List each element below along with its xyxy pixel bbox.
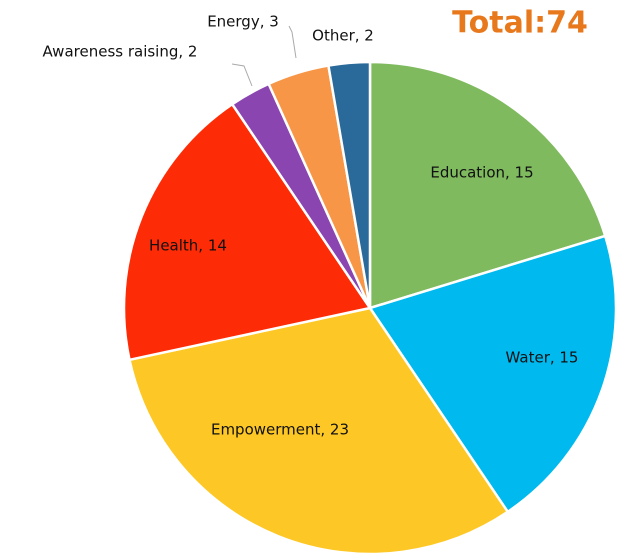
data-label: Other, 2 <box>312 27 374 45</box>
labels: Education, 15 Water, 15 Empowerment, 23 Hea… <box>43 13 579 439</box>
chart-title: Total:74 <box>452 6 588 41</box>
data-label: Water, 15 <box>506 349 579 367</box>
data-label: Empowerment, 23 <box>211 421 349 439</box>
slice <box>122 102 373 362</box>
slice <box>326 60 372 309</box>
data-label: Health, 14 <box>149 237 227 255</box>
pie <box>122 60 618 556</box>
data-label: Energy, 3 <box>207 13 279 31</box>
data-label: Education, 15 <box>430 164 533 182</box>
slice <box>368 234 618 514</box>
leader-line <box>288 25 297 59</box>
leader-line <box>231 63 253 87</box>
slice <box>368 60 607 310</box>
data-label: Awareness raising, 2 <box>43 43 198 61</box>
slice <box>128 306 510 556</box>
